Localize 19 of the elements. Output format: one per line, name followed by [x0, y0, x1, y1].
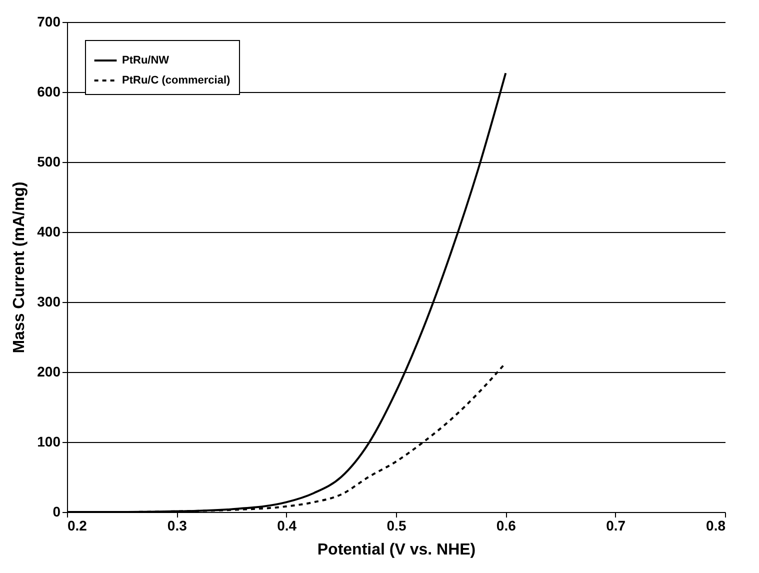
- x-axis-title: Potential (V vs. NHE): [317, 542, 476, 558]
- y-tick-label: 400: [37, 224, 61, 240]
- x-tick-label: 0.2: [68, 518, 88, 534]
- y-tick-label: 100: [37, 434, 61, 450]
- y-tick-label: 200: [37, 364, 61, 380]
- x-tick-label: 0.3: [167, 518, 188, 534]
- x-tick-label: 0.5: [386, 518, 406, 534]
- y-tick-label: 600: [37, 84, 61, 100]
- y-tick-label: 500: [37, 154, 61, 170]
- y-axis-title: Mass Current (mA/mg): [11, 182, 28, 354]
- y-tick-label: 300: [37, 294, 61, 310]
- legend-label: PtRu/NW: [122, 54, 170, 66]
- y-tick-label: 700: [37, 14, 61, 30]
- legend-label: PtRu/C (commercial): [122, 74, 231, 86]
- x-tick-label: 0.6: [496, 518, 516, 534]
- y-tick-label: 0: [52, 504, 61, 520]
- x-tick-label: 0.8: [706, 518, 726, 534]
- x-tick-label: 0.7: [606, 518, 626, 534]
- x-tick-label: 0.4: [277, 518, 297, 534]
